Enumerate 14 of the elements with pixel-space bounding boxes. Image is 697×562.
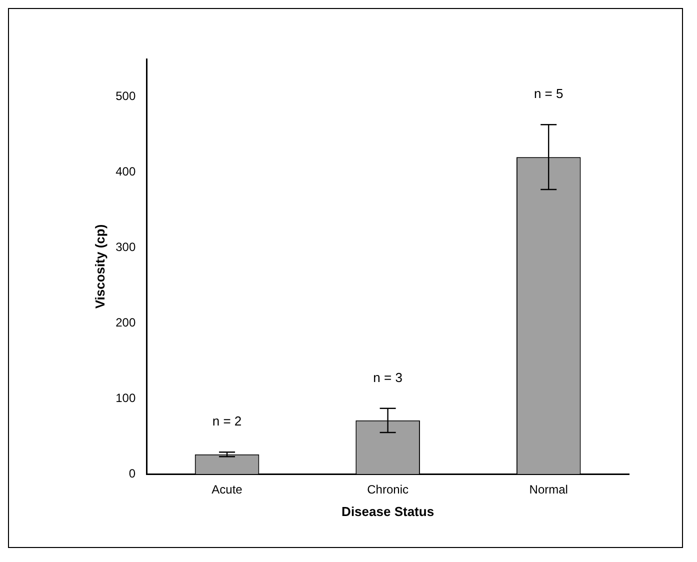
annotation: n = 2 bbox=[212, 414, 242, 429]
x-tick-label: Chronic bbox=[367, 482, 408, 497]
y-tick-label: 100 bbox=[116, 390, 136, 405]
x-tick-label: Normal bbox=[529, 482, 568, 497]
y-axis-title: Viscosity (cp) bbox=[92, 224, 108, 309]
x-axis-title: Disease Status bbox=[342, 504, 434, 519]
y-tick-label: 200 bbox=[116, 315, 136, 330]
annotation: n = 3 bbox=[373, 370, 402, 385]
y-tick-label: 300 bbox=[116, 240, 136, 254]
x-tick-label: Acute bbox=[212, 482, 243, 497]
y-tick-label: 0 bbox=[128, 466, 136, 480]
y-tick-label: 500 bbox=[116, 89, 136, 104]
annotation: n = 5 bbox=[534, 86, 564, 102]
y-tick-label: 400 bbox=[116, 164, 136, 178]
